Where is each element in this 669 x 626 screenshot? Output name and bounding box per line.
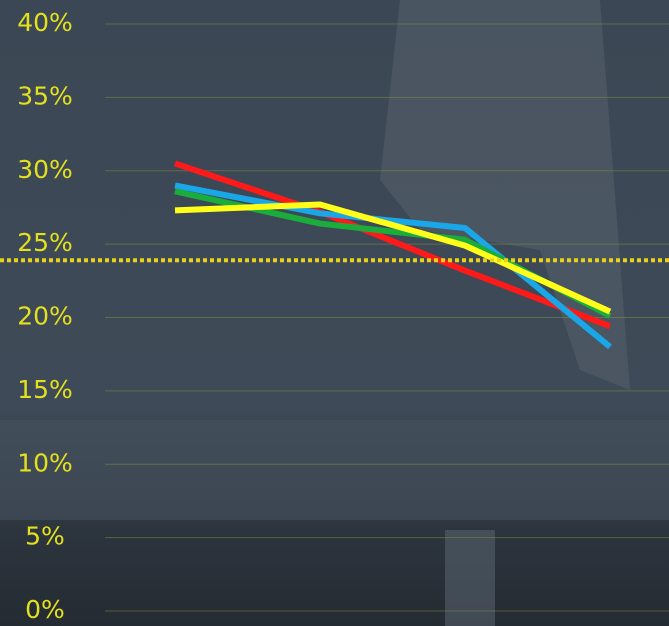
y-tick-label: 40% — [17, 8, 73, 37]
series-line — [174, 182, 612, 350]
series-line — [174, 201, 612, 315]
photo-leg — [445, 530, 495, 626]
y-tick-label: 0% — [25, 595, 65, 624]
series-line — [174, 160, 612, 330]
y-tick-label: 30% — [17, 155, 73, 184]
y-tick-label: 10% — [17, 448, 73, 477]
y-tick-label: 5% — [25, 522, 65, 551]
y-tick-label: 25% — [17, 228, 73, 257]
y-tick-label: 20% — [17, 302, 73, 331]
y-tick-label: 15% — [17, 375, 73, 404]
photo-shelf — [0, 420, 669, 520]
y-tick-label: 35% — [17, 81, 73, 110]
